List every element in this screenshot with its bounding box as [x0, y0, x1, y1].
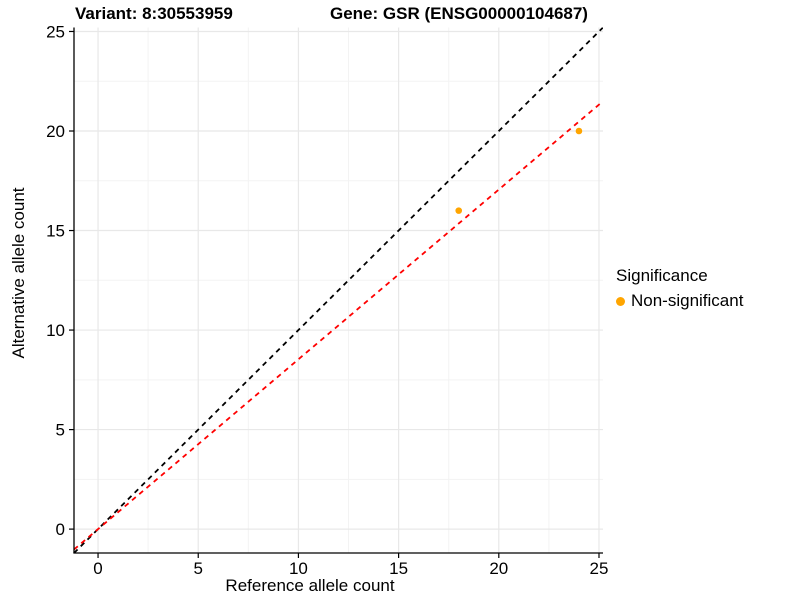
y-tick-label: 10 [46, 321, 65, 340]
x-tick-label: 15 [389, 559, 408, 578]
variant-title: Variant: 8:30553959 [75, 4, 233, 23]
x-tick-label: 20 [489, 559, 508, 578]
fit-line [74, 100, 603, 551]
x-tick-label: 5 [194, 559, 203, 578]
x-tick-label: 10 [289, 559, 308, 578]
y-tick-label: 15 [46, 222, 65, 241]
identity-line [74, 27, 603, 553]
y-tick-label: 20 [46, 122, 65, 141]
x-axis-title: Reference allele count [225, 576, 395, 595]
gene-title: Gene: GSR (ENSG00000104687) [330, 4, 588, 23]
data-point [455, 207, 463, 214]
legend: Significance Non-significant [616, 266, 743, 311]
x-tick-label: 0 [93, 559, 102, 578]
y-tick-label: 5 [56, 421, 65, 440]
data-point [575, 127, 583, 135]
legend-item-label: Non-significant [631, 291, 744, 310]
y-tick-label: 25 [46, 22, 65, 41]
y-axis-title: Alternative allele count [9, 187, 28, 359]
x-tick-label: 25 [590, 559, 609, 578]
legend-title: Significance [616, 266, 708, 285]
y-tick-label: 0 [56, 520, 65, 539]
legend-item-non-significant: Non-significant [616, 291, 743, 311]
non-significant-point-icon [616, 296, 625, 306]
